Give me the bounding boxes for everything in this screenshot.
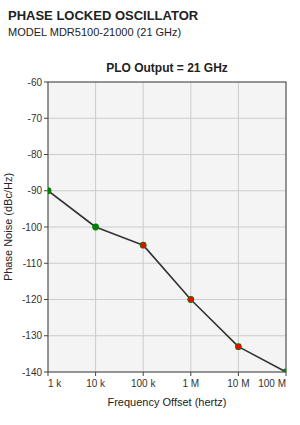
axes: -60 -70 -80 -90 -100 -110 -120 -130 -140 1 k 10 k 1… [22, 77, 286, 390]
tick-label: 100 k [131, 378, 156, 389]
tick [238, 372, 239, 376]
point [48, 187, 51, 194]
tick [190, 372, 191, 376]
tick-label: -60 [28, 77, 43, 88]
title: PLO Output = 21 GHz [106, 61, 228, 75]
point [283, 369, 286, 372]
point [141, 243, 146, 248]
tick [44, 190, 48, 191]
tick [44, 227, 48, 228]
grid-line [48, 154, 286, 155]
grid-line [48, 118, 286, 119]
point [187, 296, 194, 303]
tick-label: -120 [22, 294, 42, 305]
grid-line [48, 335, 286, 336]
tick-label: 100 M [258, 378, 286, 389]
tick-label: 10 k [86, 378, 106, 389]
tick-label: -140 [22, 367, 42, 378]
grid-line [48, 299, 286, 300]
grid-line [48, 263, 286, 264]
tick [44, 372, 48, 373]
line [48, 191, 286, 372]
tick-label: -130 [22, 330, 42, 341]
grid-line [190, 82, 191, 372]
annotation: PHASE LOCKED OSCILLATOR [8, 8, 199, 23]
data [48, 187, 286, 372]
tick [48, 372, 49, 376]
point [188, 297, 193, 302]
grid-line [238, 82, 239, 372]
tick [143, 372, 144, 376]
plot-frame [48, 82, 286, 372]
tick [95, 372, 96, 376]
tick [44, 82, 48, 83]
tick-label: 10 M [227, 378, 249, 389]
grid-line [48, 227, 286, 228]
tick-label: -100 [22, 222, 42, 233]
tick-label: -70 [28, 113, 43, 124]
tick [44, 263, 48, 264]
x-axis-label: Frequency Offset (hertz) [107, 396, 226, 408]
point [140, 242, 147, 249]
annotation: MODEL MDR5100-21000 (21 GHz) [8, 26, 181, 38]
tick [44, 118, 48, 119]
grid [48, 82, 286, 372]
tick-label: -80 [28, 149, 43, 160]
tick [44, 154, 48, 155]
point [236, 344, 241, 349]
grid-line [143, 82, 144, 372]
y-axis-label: Phase Noise (dBc/Hz) [2, 173, 14, 281]
tick-label: 1 M [182, 378, 199, 389]
tick [286, 372, 287, 376]
tick-label: 1 k [48, 378, 62, 389]
tick [44, 335, 48, 336]
tick-label: -90 [28, 185, 43, 196]
point [235, 343, 242, 350]
tick [44, 299, 48, 300]
chart: PHASE LOCKED OSCILLATOR MODEL MDR5100-210… [0, 0, 300, 425]
tick-label: -110 [23, 258, 43, 269]
plot-area [48, 82, 286, 372]
grid-line [48, 190, 286, 191]
point [92, 224, 99, 231]
